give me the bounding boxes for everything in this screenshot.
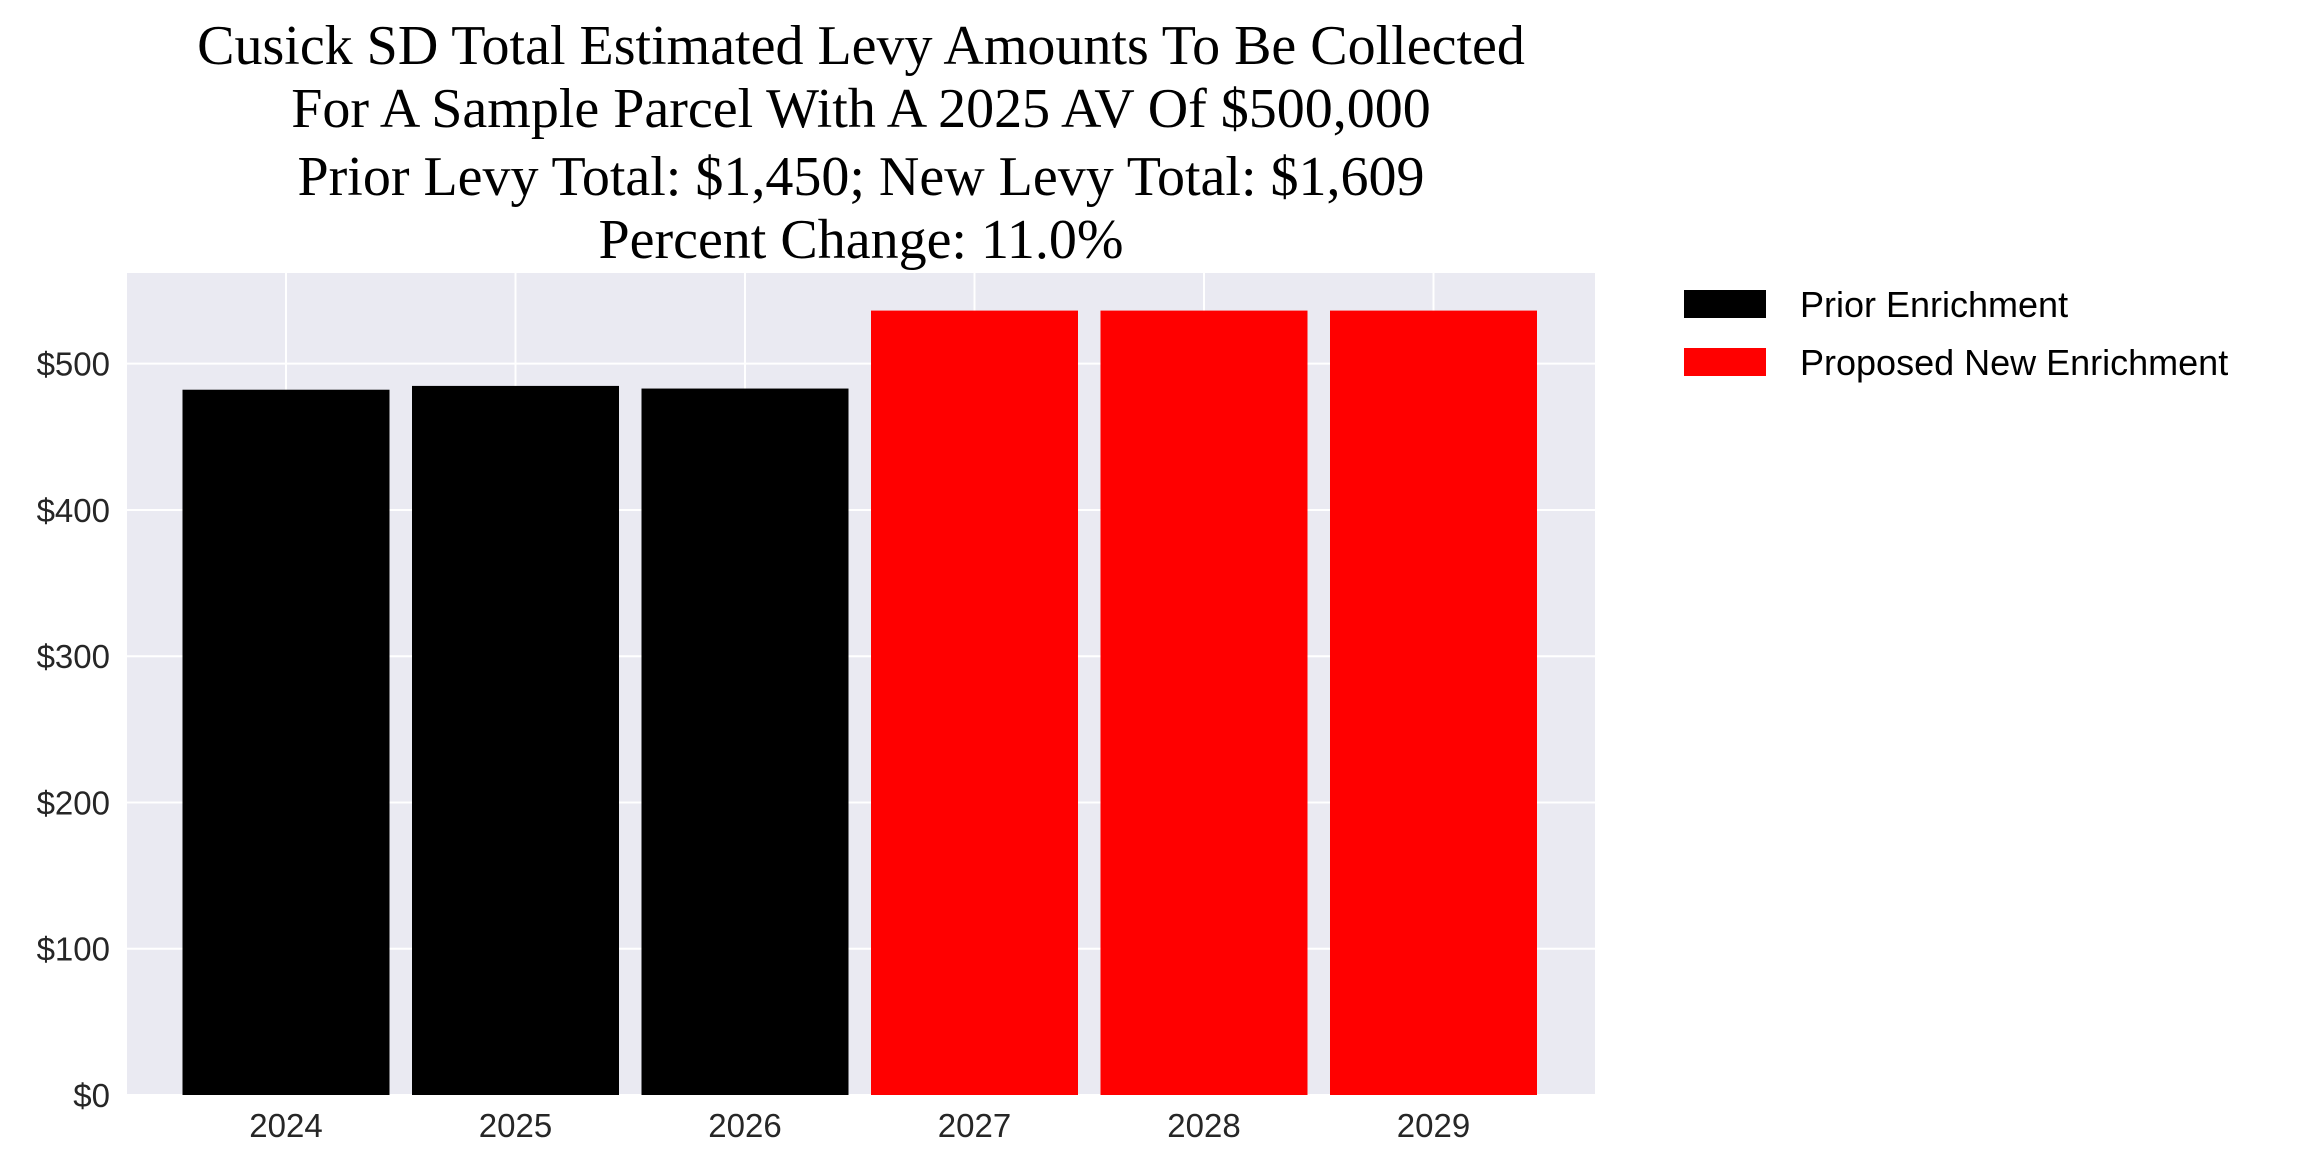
chart-title: Cusick SD Total Estimated Levy Amounts T…	[197, 15, 1525, 271]
bar-2026	[641, 388, 849, 1095]
legend-swatch	[1684, 290, 1766, 318]
bar-2024	[182, 389, 390, 1095]
bar-2025	[412, 385, 619, 1096]
x-tick-label: 2026	[708, 1107, 781, 1144]
y-tick-label: $0	[73, 1077, 110, 1114]
bar-2029	[1330, 310, 1537, 1095]
y-tick-label: $300	[37, 638, 110, 675]
bar-2027	[871, 310, 1078, 1095]
legend: Prior Enrichment Proposed New Enrichment	[1684, 284, 2228, 383]
x-tick-label: 2025	[479, 1107, 552, 1144]
x-axis-ticks: 2024 2025 2026 2027 2028 2029	[249, 1107, 1470, 1144]
legend-label: Proposed New Enrichment	[1800, 342, 2228, 383]
x-tick-label: 2024	[249, 1107, 322, 1144]
legend-swatch	[1684, 348, 1766, 376]
title-line: For A Sample Parcel With A 2025 AV Of $5…	[291, 78, 1431, 140]
bar-2028	[1100, 310, 1308, 1095]
x-tick-label: 2028	[1167, 1107, 1240, 1144]
y-tick-label: $400	[37, 492, 110, 529]
y-tick-label: $200	[37, 784, 110, 821]
title-line: Cusick SD Total Estimated Levy Amounts T…	[197, 15, 1525, 77]
y-tick-label: $500	[37, 346, 110, 383]
x-tick-label: 2029	[1397, 1107, 1470, 1144]
bars	[182, 310, 1537, 1096]
y-axis-ticks: $0 $100 $200 $300 $400 $500	[37, 346, 110, 1114]
legend-label: Prior Enrichment	[1800, 284, 2068, 325]
y-tick-label: $100	[37, 931, 110, 968]
title-line: Percent Change: 11.0%	[598, 209, 1123, 271]
title-line: Prior Levy Total: $1,450; New Levy Total…	[297, 146, 1424, 208]
x-tick-label: 2027	[938, 1107, 1011, 1144]
